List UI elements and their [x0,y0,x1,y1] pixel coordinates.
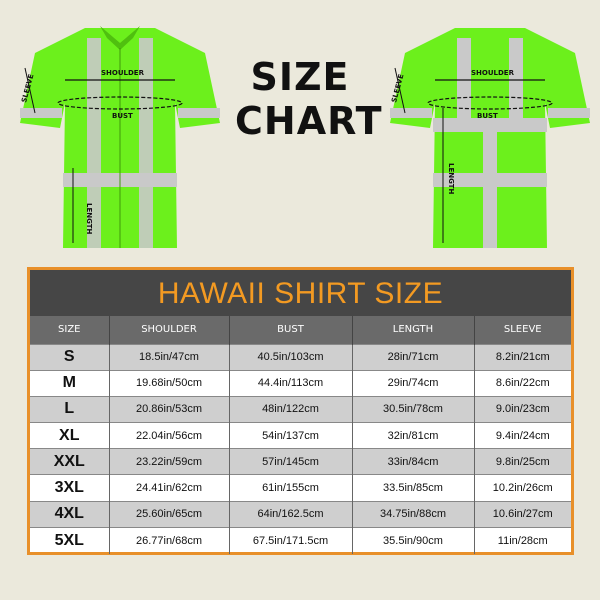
measurement-cell: 19.68in/50cm [108,369,229,397]
table-row: 3XL 24.41in/62cm 61in/155cm 33.5in/85cm 10.2… [30,474,571,502]
measurement-cell: 67.5in/171.5cm [228,526,352,554]
back-shirt-diagram: SHOULDER BUST SLEEVE LENGTH [390,28,590,248]
header-row: SIZE SHOULDER BUST LENGTH SLEEVE [30,316,571,344]
measurement-cell: 23.22in/59cm [108,448,229,475]
bust-label-back: BUST [477,112,498,120]
measurement-cell: 18.5in/47cm [108,343,229,371]
measurement-cell: 10.2in/26cm [473,474,571,502]
column-header: SIZE [30,316,109,344]
size-cell: 4XL [30,500,109,528]
size-table: HAWAII SHIRT SIZE SIZE SHOULDER BUST LENGTH… [27,267,574,555]
size-cell: XL [30,422,109,449]
measurement-cell: 30.5in/78cm [351,395,474,423]
measurement-cell: 33in/84cm [351,448,474,475]
measurement-cell: 20.86in/53cm [108,395,229,423]
shoulder-label-back: SHOULDER [471,69,515,77]
measurement-cell: 11in/28cm [473,526,571,554]
shoulder-label: SHOULDER [101,69,145,77]
size-cell: 3XL [30,474,109,502]
length-label: LENGTH [85,203,93,234]
table-title: HAWAII SHIRT SIZE [30,270,571,316]
table-row: 4XL 25.60in/65cm 64in/162.5cm 34.75in/88cm 1… [30,500,571,528]
size-cell: M [30,369,109,397]
heading-line2: CHART [235,99,383,143]
measurement-cell: 35.5in/90cm [351,526,474,554]
measurement-cell: 57in/145cm [228,448,352,475]
measurement-cell: 34.75in/88cm [351,500,474,528]
measurement-cell: 28in/71cm [351,343,474,371]
size-cell: S [30,343,109,371]
measurement-cell: 24.41in/62cm [108,474,229,502]
table-row: L 20.86in/53cm 48in/122cm 30.5in/78cm 9.0in/… [30,395,571,423]
column-header: SHOULDER [108,316,229,344]
size-cell: 5XL [30,526,109,554]
heading-line1: SIZE [250,55,350,99]
measurement-cell: 32in/81cm [351,422,474,449]
measurement-cell: 22.04in/56cm [108,422,229,449]
measurement-cell: 64in/162.5cm [228,500,352,528]
measurement-cell: 9.4in/24cm [473,422,571,449]
table-row: M 19.68in/50cm 44.4in/113cm 29in/74cm 8.6in/… [30,369,571,397]
measurement-cell: 29in/74cm [351,369,474,397]
measurement-cell: 26.77in/68cm [108,526,229,554]
measurement-cell: 54in/137cm [228,422,352,449]
column-header: LENGTH [351,316,474,344]
measurement-cell: 33.5in/85cm [351,474,474,502]
measurement-cell: 9.0in/23cm [473,395,571,423]
table-row: 5XL 26.77in/68cm 67.5in/171.5cm 35.5in/90cm… [30,526,571,554]
measurement-cell: 48in/122cm [228,395,352,423]
front-shirt-diagram: SHOULDER BUST SLEEVE LENGTH [20,26,220,248]
length-label-back: LENGTH [447,163,455,194]
measurement-cell: 40.5in/103cm [228,343,352,371]
column-header: BUST [228,316,352,344]
size-cell: L [30,395,109,423]
size-cell: XXL [30,448,109,475]
measurement-cell: 61in/155cm [228,474,352,502]
measurement-cell: 44.4in/113cm [228,369,352,397]
size-chart-heading: SIZE CHART [235,55,383,143]
table-row: XL 22.04in/56cm 54in/137cm 32in/81cm 9.4in/2… [30,422,571,449]
measurement-cell: 10.6in/27cm [473,500,571,528]
measurement-cell: 8.2in/21cm [473,343,571,371]
table-row: XXL 23.22in/59cm 57in/145cm 33in/84cm 9.8in/… [30,448,571,475]
measurement-cell: 25.60in/65cm [108,500,229,528]
measurement-cell: 8.6in/22cm [473,369,571,397]
table-row: S 18.5in/47cm 40.5in/103cm 28in/71cm 8.2in/2… [30,343,571,371]
measurement-cell: 9.8in/25cm [473,448,571,475]
column-header: SLEEVE [473,316,571,344]
bust-label: BUST [112,112,133,120]
